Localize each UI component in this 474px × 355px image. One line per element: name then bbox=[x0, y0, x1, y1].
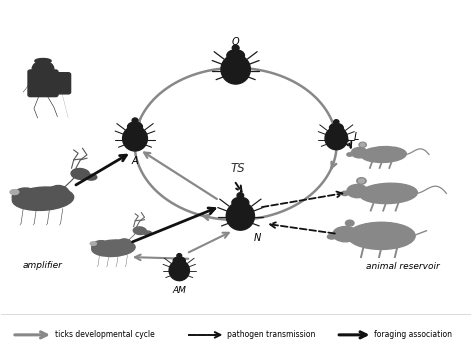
Ellipse shape bbox=[90, 242, 96, 245]
Ellipse shape bbox=[232, 45, 239, 51]
Ellipse shape bbox=[341, 191, 348, 196]
Text: A: A bbox=[132, 156, 138, 166]
Ellipse shape bbox=[12, 188, 38, 206]
Ellipse shape bbox=[221, 55, 250, 84]
Ellipse shape bbox=[333, 226, 358, 242]
Ellipse shape bbox=[177, 254, 182, 258]
Ellipse shape bbox=[10, 190, 19, 195]
Ellipse shape bbox=[144, 231, 152, 235]
Ellipse shape bbox=[346, 220, 354, 226]
Text: L: L bbox=[354, 132, 360, 142]
Ellipse shape bbox=[361, 147, 406, 163]
Ellipse shape bbox=[86, 174, 97, 180]
Ellipse shape bbox=[237, 193, 244, 198]
Text: AM: AM bbox=[173, 286, 186, 295]
Ellipse shape bbox=[358, 179, 365, 183]
Ellipse shape bbox=[173, 257, 185, 264]
Ellipse shape bbox=[347, 185, 368, 198]
Ellipse shape bbox=[359, 142, 366, 147]
FancyBboxPatch shape bbox=[50, 73, 71, 94]
Ellipse shape bbox=[117, 239, 132, 251]
Text: foraging association: foraging association bbox=[374, 331, 452, 339]
Text: pathogen transmission: pathogen transmission bbox=[227, 331, 316, 339]
Text: O: O bbox=[232, 37, 239, 47]
Ellipse shape bbox=[347, 153, 353, 156]
Ellipse shape bbox=[232, 197, 249, 208]
Ellipse shape bbox=[92, 240, 135, 256]
Text: amplifier: amplifier bbox=[23, 261, 63, 269]
Ellipse shape bbox=[132, 118, 138, 123]
Ellipse shape bbox=[123, 126, 147, 151]
Ellipse shape bbox=[92, 241, 110, 253]
Ellipse shape bbox=[334, 120, 339, 124]
Ellipse shape bbox=[128, 122, 143, 131]
Ellipse shape bbox=[227, 50, 245, 61]
Text: N: N bbox=[254, 233, 261, 243]
Ellipse shape bbox=[12, 187, 73, 211]
Ellipse shape bbox=[71, 169, 90, 179]
Ellipse shape bbox=[360, 143, 365, 146]
Ellipse shape bbox=[35, 59, 51, 63]
Ellipse shape bbox=[47, 186, 69, 202]
Ellipse shape bbox=[133, 227, 146, 235]
Text: TS: TS bbox=[231, 162, 246, 175]
Text: ticks developmental cycle: ticks developmental cycle bbox=[55, 331, 155, 339]
Ellipse shape bbox=[347, 222, 415, 250]
Ellipse shape bbox=[226, 202, 255, 230]
Circle shape bbox=[32, 61, 54, 77]
Ellipse shape bbox=[325, 127, 347, 150]
Ellipse shape bbox=[351, 148, 367, 158]
Text: animal reservoir: animal reservoir bbox=[365, 262, 439, 271]
Ellipse shape bbox=[329, 124, 343, 132]
Ellipse shape bbox=[357, 178, 366, 184]
FancyBboxPatch shape bbox=[28, 70, 58, 97]
Ellipse shape bbox=[328, 234, 336, 239]
Ellipse shape bbox=[359, 183, 418, 204]
Ellipse shape bbox=[169, 260, 190, 281]
